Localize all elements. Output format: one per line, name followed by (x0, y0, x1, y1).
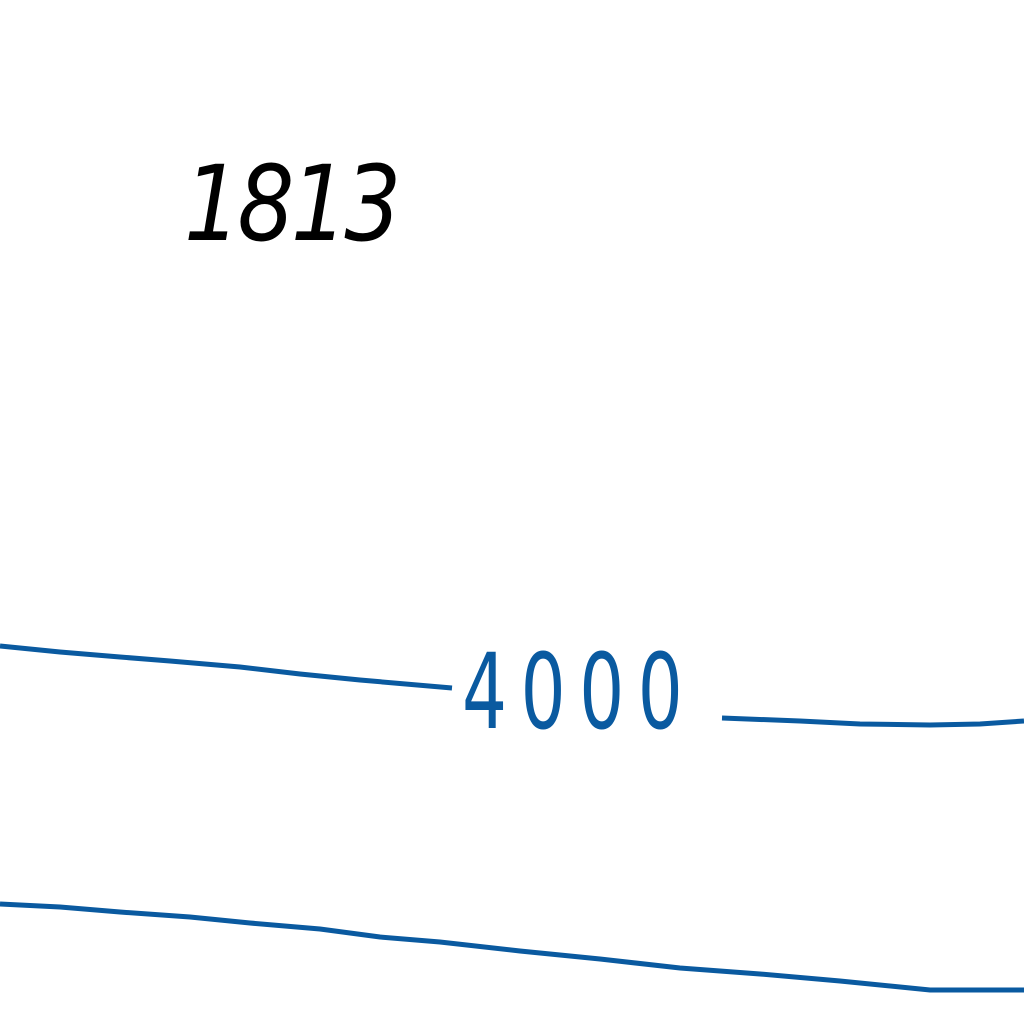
contour-line-4000-right (721, 715, 1024, 728)
contour-line-4000-left (0, 643, 453, 691)
contour-line-lower (0, 901, 1024, 993)
spot-height-label: 1813 (184, 143, 401, 265)
contour-elevation-label: 4000 (462, 631, 697, 753)
